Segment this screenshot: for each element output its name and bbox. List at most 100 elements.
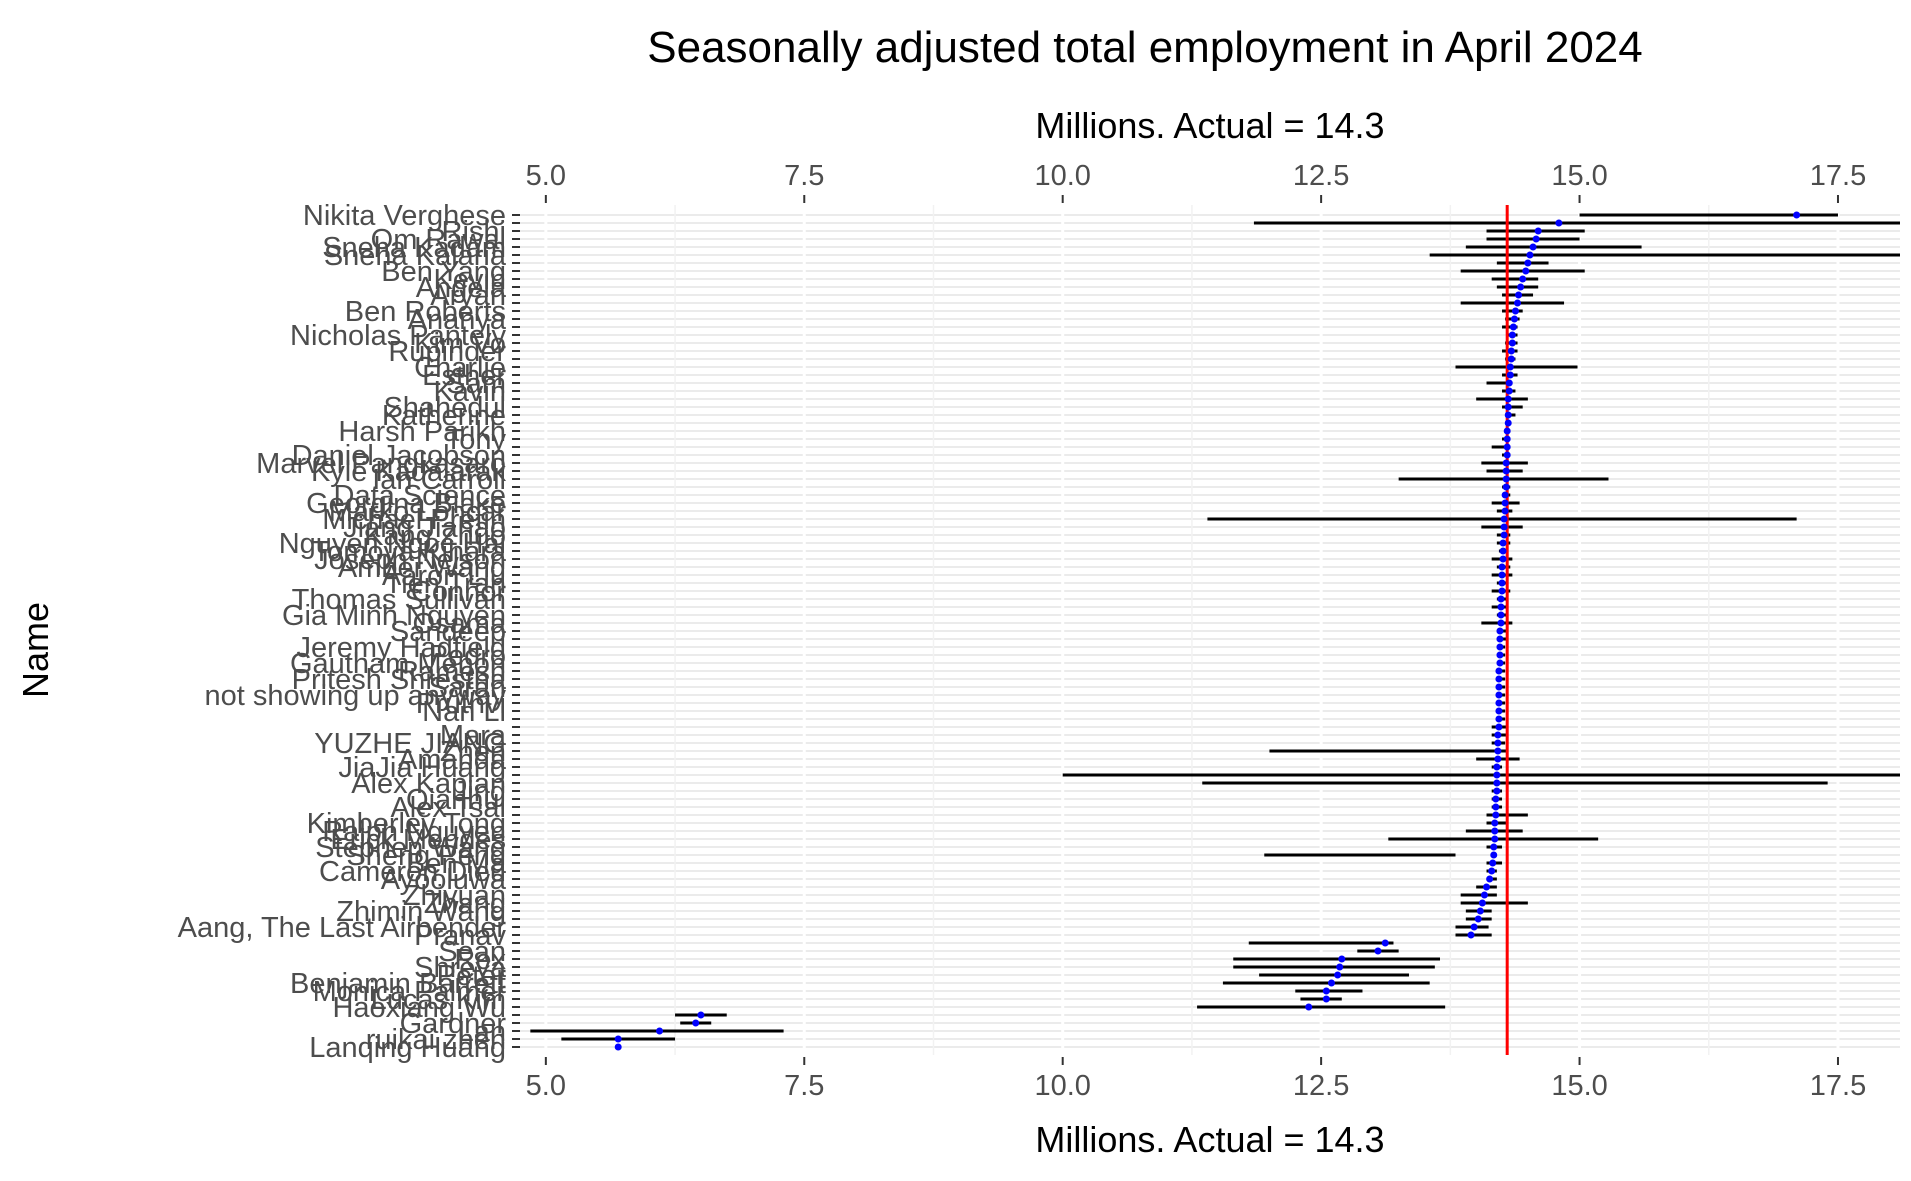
y-tick-label: Mara — [440, 720, 507, 752]
data-point — [1476, 907, 1484, 915]
y-tick-label: Ben Ma — [406, 848, 507, 880]
x-axis-title-bottom: Millions. Actual = 14.3 — [1035, 1119, 1384, 1160]
y-tick-label: Ayooluwa — [381, 864, 507, 896]
data-point — [1494, 731, 1502, 739]
chart-title: Seasonally adjusted total employment in … — [647, 23, 1643, 72]
data-point — [1495, 715, 1503, 723]
data-point — [1505, 387, 1513, 395]
data-point — [1506, 371, 1514, 379]
data-point — [1493, 771, 1501, 779]
data-point — [1514, 299, 1522, 307]
y-tick-label: Harsh Parikh — [338, 416, 506, 448]
data-point — [1491, 827, 1499, 835]
data-point — [1502, 467, 1510, 475]
y-tick-label: Rishi — [442, 216, 506, 248]
y-tick-label: Lucas Kim — [371, 984, 506, 1016]
data-point — [1491, 819, 1499, 827]
data-point — [1495, 723, 1503, 731]
data-point — [1529, 243, 1537, 251]
x-tick-label-bottom: 7.5 — [784, 1070, 824, 1102]
data-point — [1336, 963, 1344, 971]
y-tick-label: Pranav — [414, 920, 506, 952]
data-point — [1497, 611, 1505, 619]
x-tick-label-top: 17.5 — [1810, 160, 1866, 192]
data-point — [1496, 643, 1504, 651]
data-point — [1500, 523, 1508, 531]
y-tick-label: Angela — [416, 272, 507, 304]
data-point — [1492, 811, 1500, 819]
y-tick-label: Monica Palmer — [313, 976, 507, 1008]
data-point — [1501, 507, 1509, 515]
data-point — [1488, 867, 1496, 875]
y-tick-label: Ian Carroll — [372, 464, 506, 496]
y-tick-label: Kevin — [433, 264, 506, 296]
data-point — [1493, 787, 1501, 795]
data-point — [1500, 515, 1508, 523]
y-tick-label: Om Rawal — [371, 224, 506, 256]
data-point — [1501, 491, 1509, 499]
data-point — [1504, 419, 1512, 427]
y-tick-label: Nicholas Pantely — [290, 320, 506, 352]
y-tick-label: Georgina Blake — [306, 488, 506, 520]
y-tick-label: Rex — [454, 944, 506, 976]
y-tick-label: Tony — [445, 424, 507, 456]
data-point — [656, 1027, 664, 1035]
data-point — [1501, 499, 1509, 507]
data-point — [1497, 595, 1505, 603]
x-tick-label-bottom: 10.0 — [1034, 1070, 1090, 1102]
data-point — [614, 1035, 622, 1043]
y-axis-title: Name — [15, 602, 56, 698]
y-tick-label: Katherine — [382, 400, 506, 432]
y-tick-label: Charlie — [414, 352, 506, 384]
y-tick-label: Daniel Jacobson — [292, 440, 506, 472]
data-point — [1496, 635, 1504, 643]
y-tick-label: Kimberley Tong — [307, 808, 506, 840]
y-tick-label: Lanqing Huang — [309, 1032, 506, 1064]
data-point — [1496, 659, 1504, 667]
data-point — [1499, 547, 1507, 555]
y-tick-label: ruikai zhen — [366, 1024, 506, 1056]
data-point — [614, 1043, 622, 1051]
y-tick-label: Osama — [413, 608, 507, 640]
data-point — [1492, 795, 1500, 803]
data-point — [1504, 403, 1512, 411]
y-tick-label: Sarah — [429, 672, 506, 704]
data-point — [1334, 971, 1342, 979]
data-point — [1510, 315, 1518, 323]
data-point — [1507, 355, 1515, 363]
y-tick-label: Alex Tsai — [390, 792, 506, 824]
data-point — [1504, 411, 1512, 419]
y-tick-label: Zhang — [424, 888, 506, 920]
y-tick-label: Ben Roberts — [345, 296, 506, 328]
data-point — [1499, 555, 1507, 563]
x-tick-label-top: 7.5 — [784, 160, 824, 192]
data-point — [1498, 587, 1506, 595]
y-tick-label: Pritesh Shrestha — [292, 664, 507, 696]
y-tick-label: Kyle Kadalarak — [311, 456, 507, 488]
y-tick-label: Gia Minh Nguyen — [282, 600, 506, 632]
y-tick-label: Zhen — [440, 736, 506, 768]
y-tick-label: Sneha Kadam — [322, 232, 506, 264]
data-point — [1507, 347, 1515, 355]
data-point — [1500, 531, 1508, 539]
data-point — [1502, 483, 1510, 491]
data-point — [1505, 379, 1513, 387]
y-tick-label: Nguyen Ngoc Hai — [279, 528, 506, 560]
data-point — [1495, 683, 1503, 691]
data-point — [1489, 859, 1497, 867]
y-tick-label: Stephen Wang — [315, 832, 506, 864]
y-tick-label: Sandeep — [390, 616, 506, 648]
data-point — [1498, 571, 1506, 579]
y-tick-label: Jeremy Hadfield — [296, 632, 506, 664]
x-tick-label-bottom: 5.0 — [526, 1070, 566, 1102]
data-point — [1496, 627, 1504, 635]
x-tick-label-top: 10.0 — [1034, 160, 1090, 192]
y-tick-label: Jing — [453, 776, 506, 808]
y-tick-label: Marko Loncar — [329, 496, 507, 528]
data-point — [1495, 675, 1503, 683]
data-point — [1494, 747, 1502, 755]
data-point — [1497, 603, 1505, 611]
data-point — [1519, 275, 1527, 283]
data-point — [1374, 947, 1382, 955]
y-tick-label: Aryan — [430, 280, 506, 312]
